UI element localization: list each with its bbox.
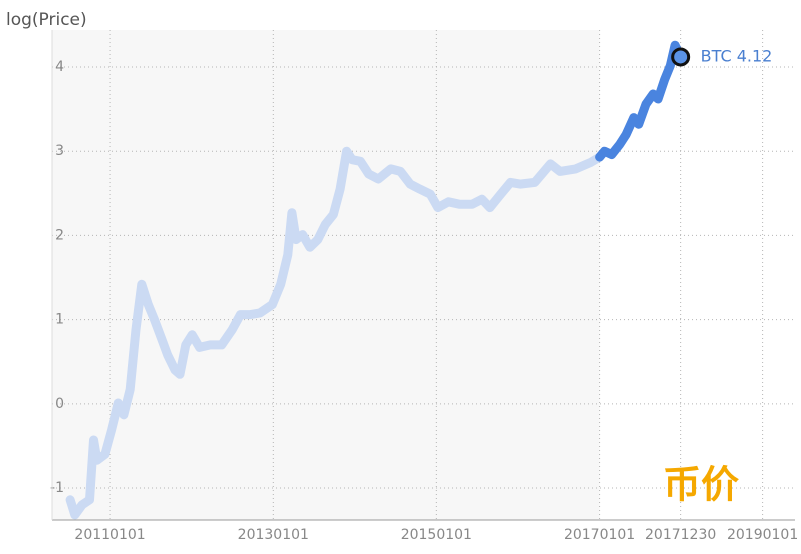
history-shade bbox=[52, 30, 600, 520]
x-tick-label: 20171230 bbox=[645, 527, 716, 543]
y-tick-label: 0 bbox=[55, 396, 64, 412]
y-tick-label: 2 bbox=[55, 227, 64, 243]
y-axis-label: log(Price) bbox=[6, 10, 87, 30]
x-tick-label: 20150101 bbox=[401, 527, 472, 543]
price-line bbox=[65, 146, 605, 520]
annotation-label: BTC 4.12 bbox=[701, 46, 773, 65]
watermark: 币价 bbox=[663, 463, 739, 507]
x-tick-label: 20170101 bbox=[564, 527, 635, 543]
current-price-marker bbox=[671, 47, 691, 67]
y-tick-label: -1 bbox=[50, 480, 64, 496]
y-tick-label: 4 bbox=[55, 59, 64, 75]
price-line bbox=[595, 40, 686, 162]
x-tick-label: 20110101 bbox=[74, 527, 145, 543]
x-tick-label: 20130101 bbox=[238, 527, 309, 543]
y-tick-label: 1 bbox=[55, 312, 64, 328]
y-tick-label: 3 bbox=[55, 143, 64, 159]
x-tick-label: 20190101 bbox=[727, 527, 798, 543]
